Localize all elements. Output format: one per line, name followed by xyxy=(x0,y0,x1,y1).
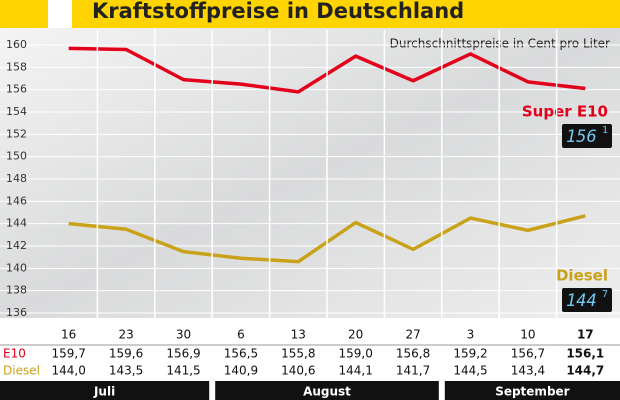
display-value: 144 xyxy=(566,291,597,311)
row-label: Diesel xyxy=(3,364,40,378)
display-sup: 1 xyxy=(602,125,608,136)
y-tick-label: 144 xyxy=(6,217,27,230)
y-tick-label: 138 xyxy=(6,284,27,297)
y-tick-label: 150 xyxy=(6,150,27,163)
y-tick-label: 160 xyxy=(6,38,27,51)
y-tick-label: 140 xyxy=(6,261,27,274)
value-label: 140,9 xyxy=(224,364,258,378)
chart-title: Kraftstoffpreise in Deutschland xyxy=(92,0,464,23)
row-label: E10 xyxy=(3,347,26,361)
plot-background xyxy=(0,28,620,318)
legend-label: Diesel xyxy=(556,267,608,285)
y-tick-label: 148 xyxy=(6,172,27,185)
value-label: 140,6 xyxy=(281,364,315,378)
display-box xyxy=(562,124,612,148)
month-label: August xyxy=(303,385,351,399)
y-tick-label: 152 xyxy=(6,127,27,140)
value-label: 141,5 xyxy=(166,364,200,378)
x-tick-label: 23 xyxy=(118,328,133,342)
month-label: September xyxy=(495,385,569,399)
x-tick-label: 3 xyxy=(467,328,475,342)
title-bar xyxy=(72,0,620,28)
y-tick-label: 146 xyxy=(6,194,27,207)
value-label: 143,5 xyxy=(109,364,143,378)
display-value: 156 xyxy=(566,127,597,147)
month-bar xyxy=(444,381,620,400)
x-tick-label: 13 xyxy=(291,328,306,342)
corner-block xyxy=(0,0,48,28)
display-box xyxy=(562,288,612,312)
x-tick-label: 20 xyxy=(348,328,363,342)
value-label: 159,2 xyxy=(453,347,487,361)
value-label: 141,7 xyxy=(396,364,430,378)
value-label: 144,1 xyxy=(339,364,373,378)
value-label: 144,5 xyxy=(453,364,487,378)
x-tick-label: 30 xyxy=(176,328,191,342)
x-tick-label: 6 xyxy=(237,328,245,342)
month-bar xyxy=(0,381,210,400)
value-label: 155,8 xyxy=(281,347,315,361)
value-label: 156,8 xyxy=(396,347,430,361)
value-label: 159,6 xyxy=(109,347,143,361)
y-tick-label: 142 xyxy=(6,239,27,252)
value-label: 159,7 xyxy=(52,347,86,361)
value-label: 156,9 xyxy=(166,347,200,361)
y-tick-label: 154 xyxy=(6,105,27,118)
value-label: 156,7 xyxy=(511,347,545,361)
y-tick-label: 136 xyxy=(6,306,27,319)
value-label: 156,5 xyxy=(224,347,258,361)
value-label: 159,0 xyxy=(339,347,373,361)
value-label: 143,4 xyxy=(511,364,545,378)
month-bar xyxy=(215,381,439,400)
y-tick-label: 156 xyxy=(6,83,27,96)
value-label: 156,1 xyxy=(566,347,604,361)
value-label: 144,7 xyxy=(566,364,604,378)
value-label: 144,0 xyxy=(52,364,86,378)
month-label: Juli xyxy=(93,385,115,399)
x-tick-label: 17 xyxy=(577,328,594,342)
display-sup: 7 xyxy=(602,289,608,300)
legend-label: Super E10 xyxy=(522,103,608,121)
x-tick-label: 16 xyxy=(61,328,76,342)
x-tick-label: 27 xyxy=(405,328,420,342)
x-tick-label: 10 xyxy=(520,328,535,342)
y-tick-label: 158 xyxy=(6,60,27,73)
